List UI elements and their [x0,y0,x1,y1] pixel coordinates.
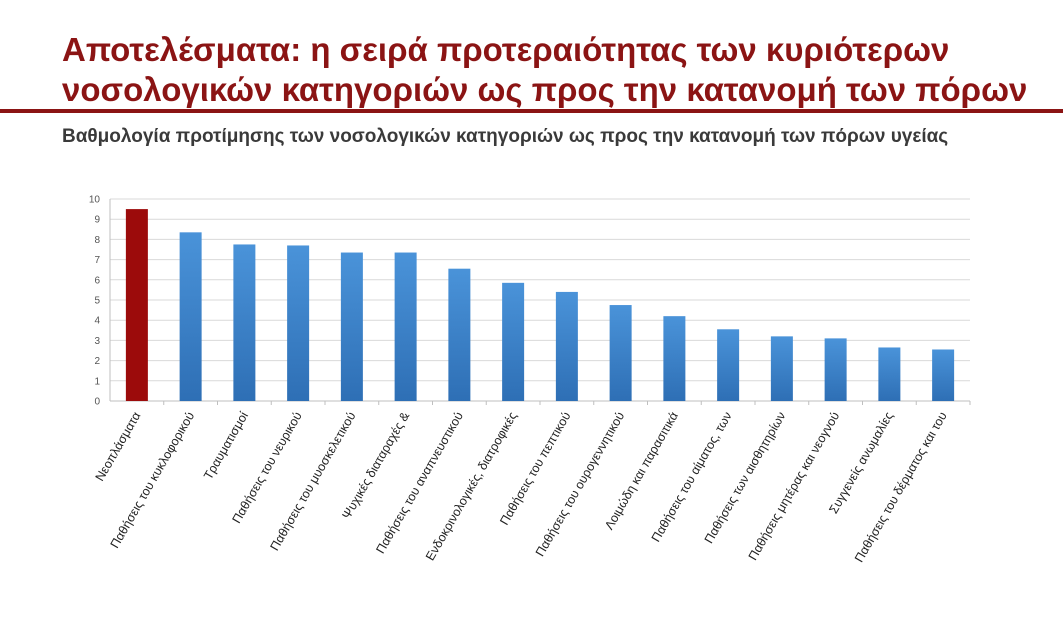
y-tick-label: 10 [89,195,101,206]
bar [287,245,310,401]
bar [179,232,202,401]
bar [394,252,417,401]
y-tick-label: 9 [94,215,100,226]
y-tick-label: 4 [94,316,100,327]
bar [555,291,578,401]
slide-title: Αποτελέσματα: η σειρά προτεραιότητας των… [62,31,1028,108]
x-category-label: Παθήσεις του δέρματος και του [852,409,950,564]
y-tick-label: 3 [94,336,100,347]
title-divider [0,109,1063,113]
bar [770,336,793,401]
bar [125,209,148,401]
bar [233,244,256,401]
y-tick-label: 6 [94,275,100,286]
bar [932,349,955,401]
bar [340,252,363,401]
y-tick-label: 1 [94,376,100,387]
x-category-label: Ενδοκρινολογικές, διατροφικές [423,410,520,563]
chart-subtitle: Βαθμολογία προτίμησης των νοσολογικών κα… [62,126,949,147]
x-category-label: Νεοπλάσματα [93,410,144,484]
bar [717,329,740,401]
bar [663,316,686,401]
y-tick-label: 2 [94,356,100,367]
y-tick-label: 7 [94,255,100,266]
bar [609,305,632,401]
x-category-label: Τραυματισμοί [201,409,251,482]
y-tick-label: 0 [94,397,100,408]
x-category-label: Παθήσεις μητέρας και νεογνού [746,409,843,562]
bar [878,347,901,401]
bar [502,282,525,401]
x-category-label: Παθήσεις του ουρογεννητικού [533,409,627,559]
y-tick-label: 5 [94,296,100,307]
bar [824,338,847,401]
bar [448,268,471,401]
y-tick-label: 8 [94,235,100,246]
